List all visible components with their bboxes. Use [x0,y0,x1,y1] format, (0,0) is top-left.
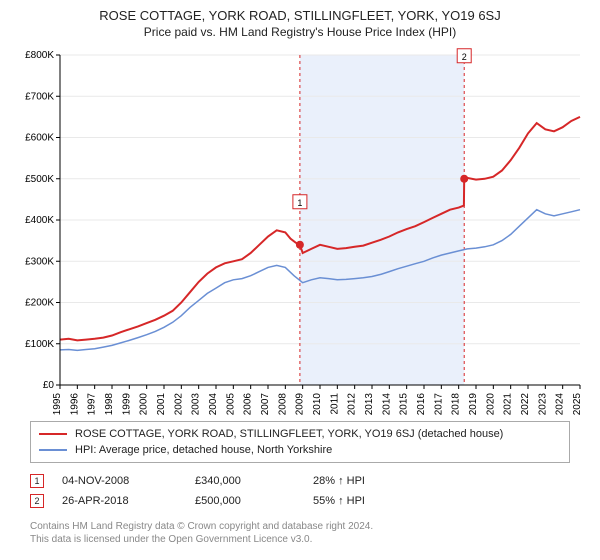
svg-text:1999: 1999 [121,393,132,415]
chart-subtitle: Price paid vs. HM Land Registry's House … [144,25,456,39]
svg-text:2015: 2015 [399,393,410,415]
chart-svg: £0 £100K £200K £300K £400K £500K £600K £700K £80… [12,45,588,415]
svg-text:2019: 2019 [468,393,479,415]
sale-price: £340,000 [195,475,295,487]
svg-text:1996: 1996 [69,393,80,415]
svg-text:2025: 2025 [572,393,583,415]
svg-text:2000: 2000 [139,393,150,415]
svg-text:2008: 2008 [277,393,288,415]
svg-text:2002: 2002 [173,393,184,415]
legend-swatch [39,449,67,451]
svg-text:£200K: £200K [25,298,54,309]
svg-text:2012: 2012 [347,393,358,415]
svg-text:2023: 2023 [537,393,548,415]
svg-text:£500K: £500K [25,174,54,185]
svg-text:£0: £0 [43,380,55,391]
sale-date: 04-NOV-2008 [62,475,177,487]
svg-text:£400K: £400K [25,215,54,226]
svg-text:2006: 2006 [243,393,254,415]
footnotes: Contains HM Land Registry data © Crown c… [30,521,570,546]
svg-text:1: 1 [297,198,302,208]
svg-text:2013: 2013 [364,393,375,415]
svg-text:2022: 2022 [520,393,531,415]
svg-text:2014: 2014 [381,393,392,415]
chart-title: ROSE COTTAGE, YORK ROAD, STILLINGFLEET, … [99,8,500,23]
legend-label: ROSE COTTAGE, YORK ROAD, STILLINGFLEET, … [75,428,503,440]
svg-text:1998: 1998 [104,393,115,415]
sale-row: 2 26-APR-2018 £500,000 55% ↑ HPI [30,491,570,511]
svg-text:£100K: £100K [25,339,54,350]
svg-text:2017: 2017 [433,393,444,415]
svg-text:2011: 2011 [329,393,340,415]
svg-text:2024: 2024 [555,393,566,415]
legend-label: HPI: Average price, detached house, Nort… [75,444,332,456]
svg-text:£700K: £700K [25,91,54,102]
sale-marker-1 [296,241,304,249]
svg-text:2021: 2021 [503,393,514,415]
sale-price: £500,000 [195,495,295,507]
sale-pct: 55% ↑ HPI [313,495,513,507]
footnote-line: Contains HM Land Registry data © Crown c… [30,521,570,534]
svg-text:2016: 2016 [416,393,427,415]
svg-text:£300K: £300K [25,256,54,267]
sale-pct: 28% ↑ HPI [313,475,513,487]
svg-text:2007: 2007 [260,393,271,415]
sale-marker-box: 1 [30,474,44,488]
svg-text:2003: 2003 [191,393,202,415]
svg-text:2: 2 [462,52,467,62]
legend: ROSE COTTAGE, YORK ROAD, STILLINGFLEET, … [30,421,570,463]
svg-text:£800K: £800K [25,50,54,61]
legend-row: HPI: Average price, detached house, Nort… [39,442,561,458]
chart: £0 £100K £200K £300K £400K £500K £600K £700K £80… [12,45,588,415]
legend-swatch [39,433,67,435]
svg-text:2009: 2009 [295,393,306,415]
sales-table: 1 04-NOV-2008 £340,000 28% ↑ HPI 2 26-APR-201… [30,471,570,511]
svg-text:2001: 2001 [156,393,167,415]
sale-date: 26-APR-2018 [62,495,177,507]
sale-marker-box: 2 [30,494,44,508]
svg-text:2018: 2018 [451,393,462,415]
svg-text:1997: 1997 [87,393,98,415]
svg-text:2020: 2020 [485,393,496,415]
svg-text:2010: 2010 [312,393,323,415]
legend-row: ROSE COTTAGE, YORK ROAD, STILLINGFLEET, … [39,426,561,442]
svg-text:1995: 1995 [52,393,63,415]
sale-row: 1 04-NOV-2008 £340,000 28% ↑ HPI [30,471,570,491]
footnote-line: This data is licensed under the Open Gov… [30,534,570,547]
svg-text:2005: 2005 [225,393,236,415]
sale-marker-2 [460,175,468,183]
svg-text:£600K: £600K [25,133,54,144]
svg-text:2004: 2004 [208,393,219,415]
